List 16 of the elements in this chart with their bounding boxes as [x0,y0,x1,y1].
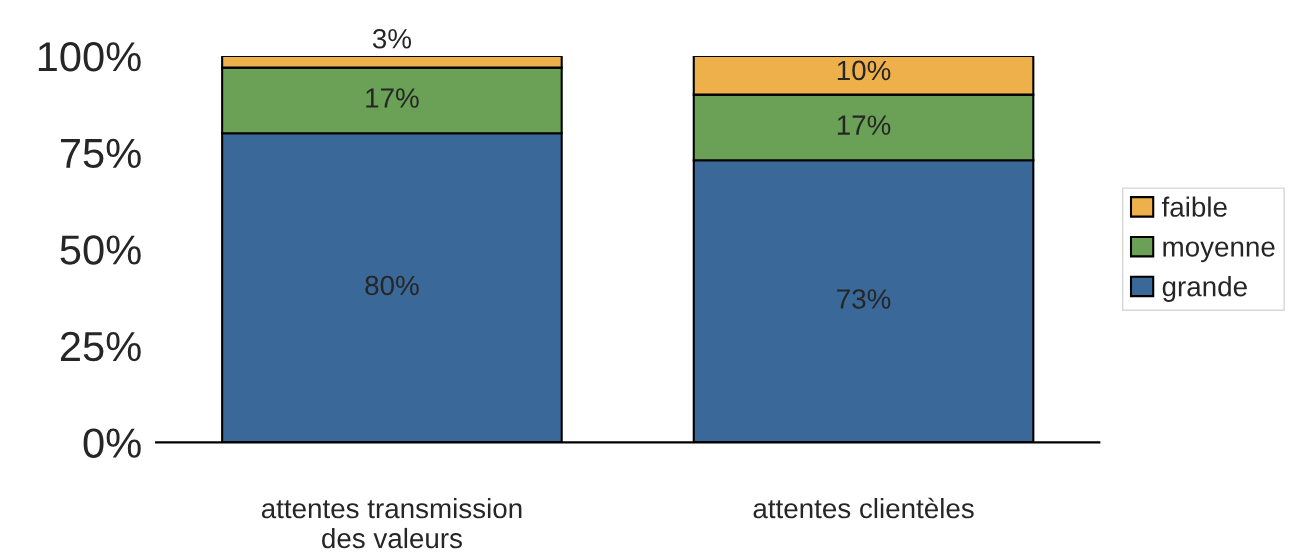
legend-label: grande [1162,276,1247,302]
data-label: 73% [837,289,891,309]
y-tick-label: 100% [38,42,141,72]
data-label: 3% [372,28,412,49]
data-label: 10% [837,60,891,81]
y-tick-label: 50% [60,235,141,265]
legend-label: moyenne [1163,241,1275,263]
x-tick-label: attentes clientèles [753,497,974,519]
legend-label: faible [1161,196,1227,217]
y-tick-label: 25% [60,331,141,362]
y-tick-label: 75% [60,138,141,169]
x-tick-label: attentes transmission des valeurs [261,497,522,549]
data-label: 80% [365,275,419,296]
data-label: 17% [366,88,419,108]
y-tick-label: 0% [83,428,141,458]
data-label: 17% [837,115,891,135]
